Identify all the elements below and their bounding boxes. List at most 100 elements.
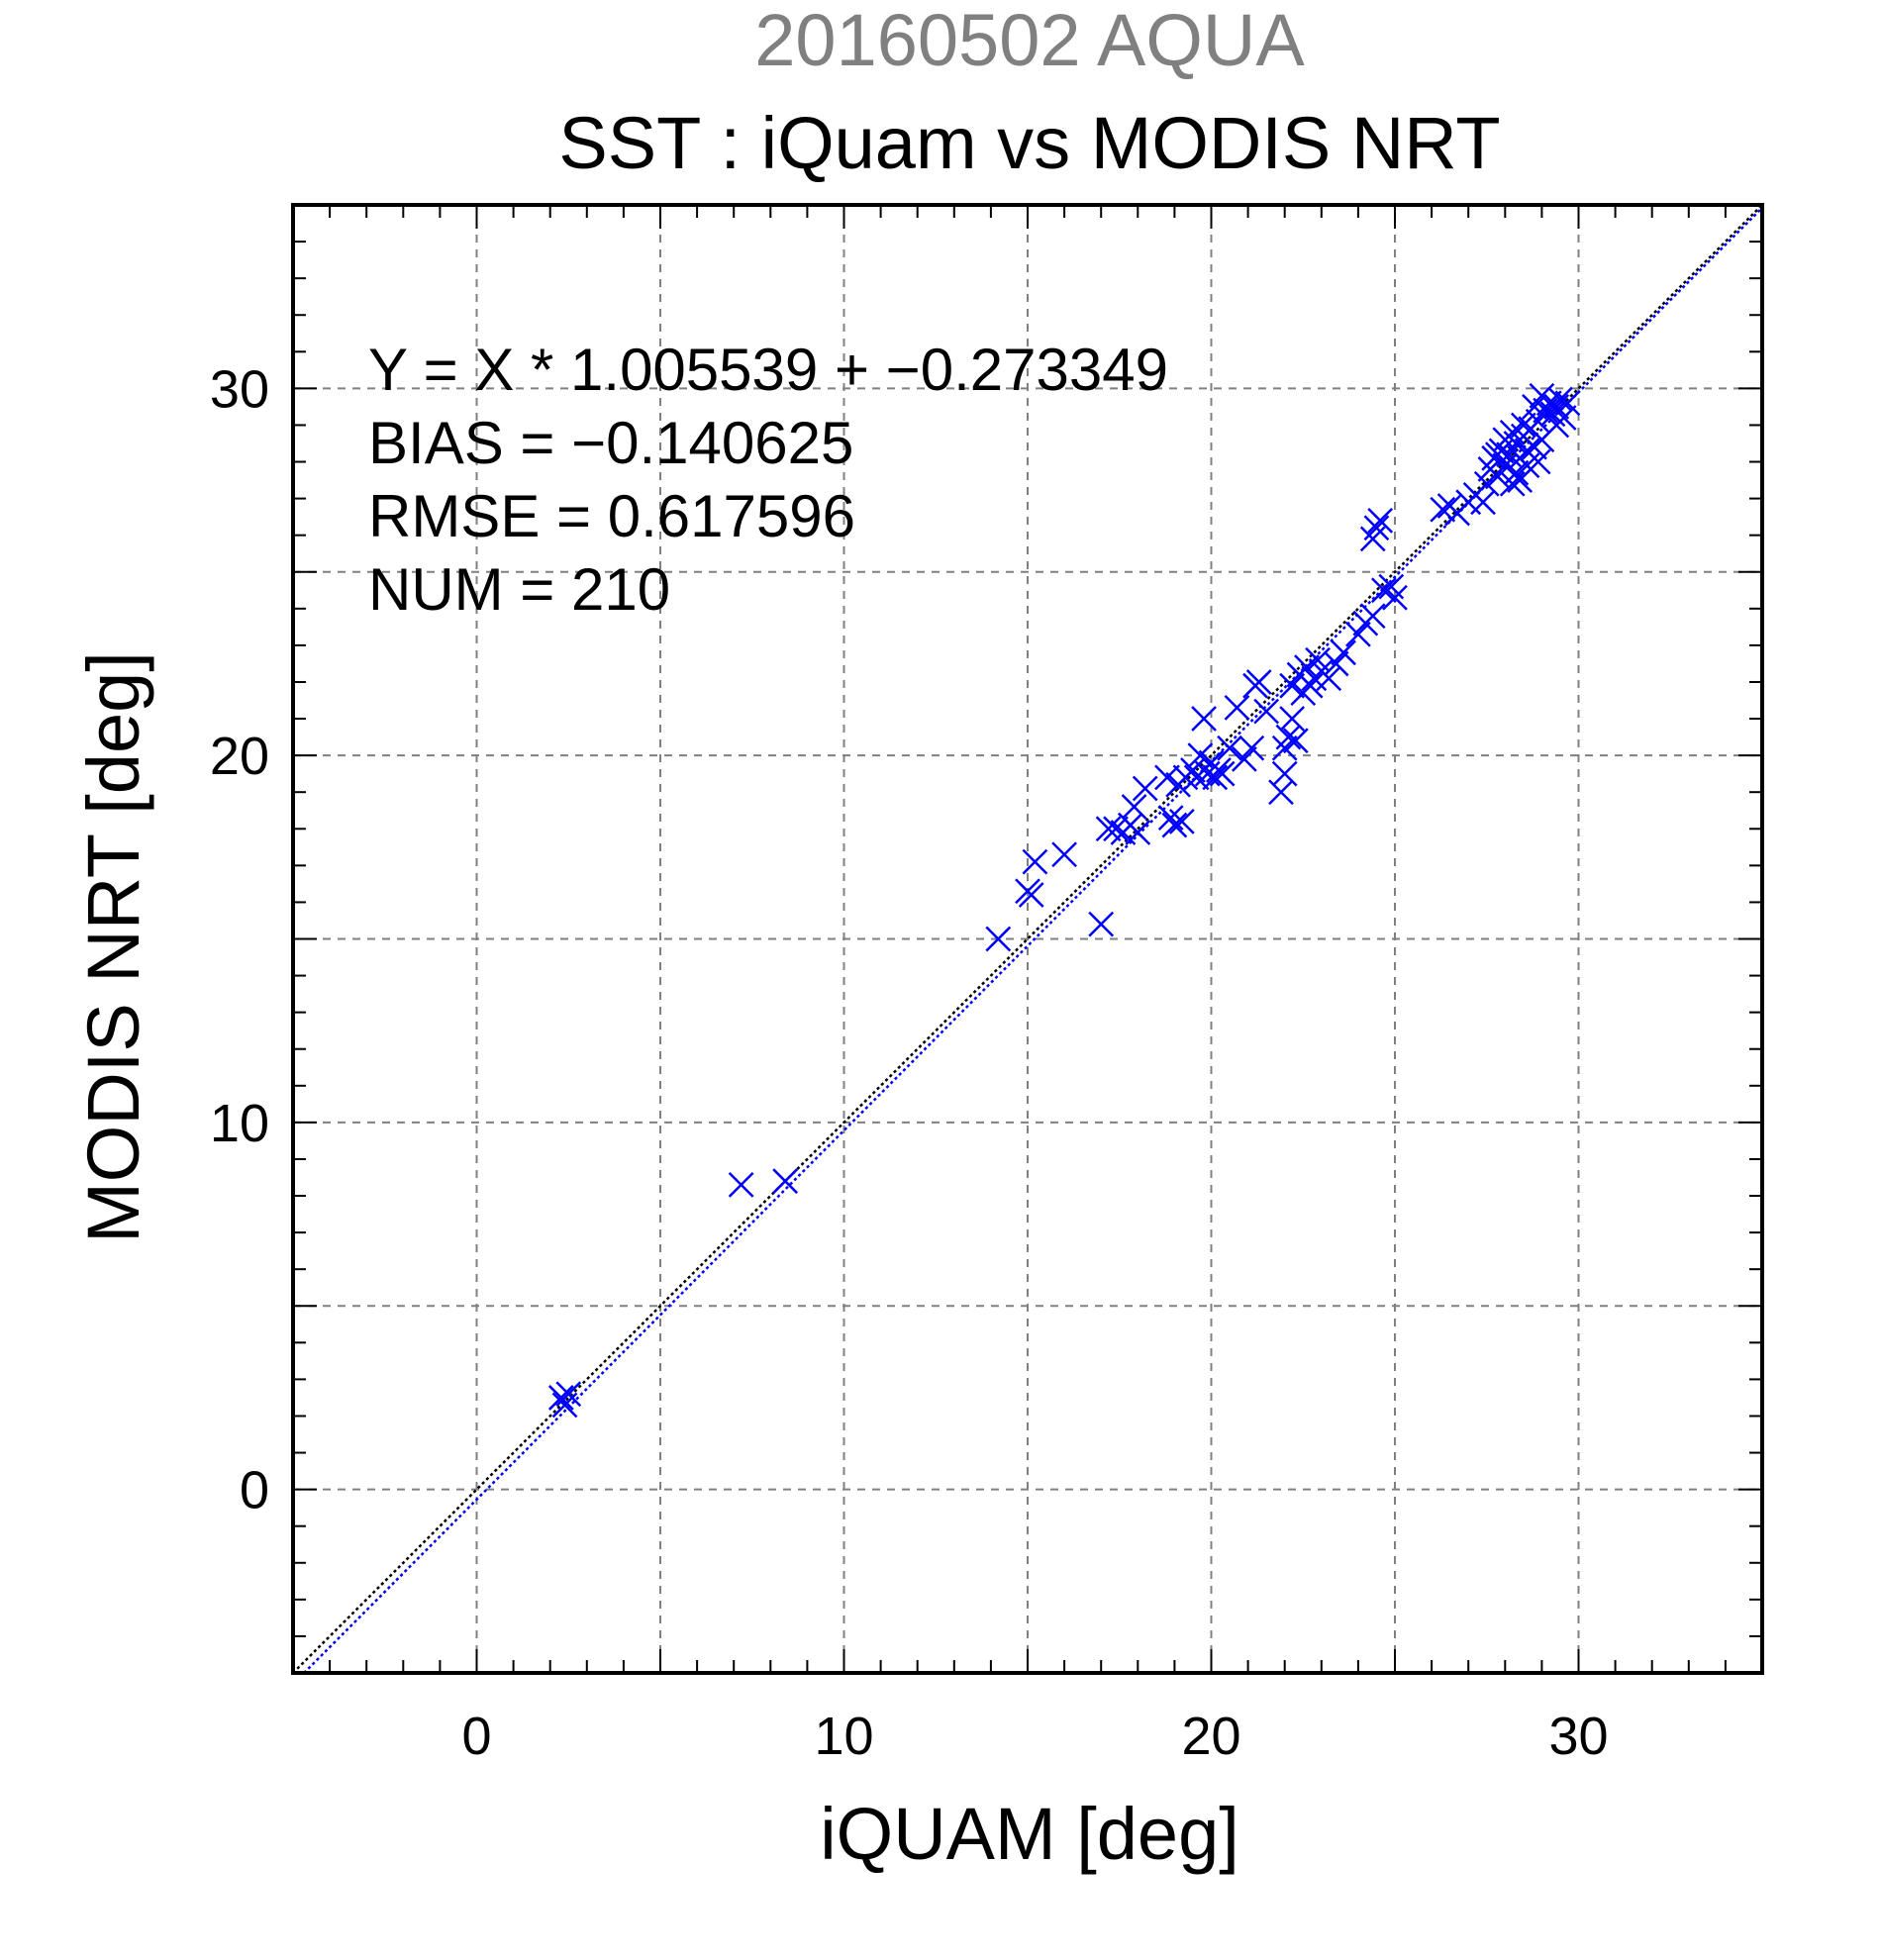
data-point [1022, 848, 1048, 875]
data-point-stroke [1271, 760, 1298, 787]
data-point-stroke [1232, 745, 1257, 772]
data-point-stroke [1363, 515, 1390, 541]
data-point [1470, 489, 1496, 516]
data-point [1180, 757, 1206, 783]
data-point-stroke [1510, 412, 1536, 439]
y-tick-label: 20 [210, 727, 269, 786]
y-tick-label: 0 [240, 1461, 269, 1520]
data-point-stroke [1088, 911, 1115, 937]
data-point-stroke [1503, 459, 1530, 486]
data-point [1018, 882, 1044, 908]
data-point-stroke [1279, 706, 1306, 732]
data-point-stroke [1499, 419, 1526, 445]
data-point-stroke [1507, 467, 1534, 493]
fit-line [303, 207, 1763, 1674]
data-point [1510, 412, 1536, 439]
axis-ticks [292, 204, 1763, 1674]
data-point-stroke [1051, 841, 1077, 868]
stat-num: NUM = 210 [368, 556, 670, 623]
data-point [1088, 911, 1115, 937]
data-point-stroke [772, 1168, 799, 1195]
data-point-stroke [1180, 757, 1206, 783]
chart-title: 20160502 AQUA [754, 0, 1305, 81]
data-point-stroke [1297, 672, 1324, 699]
data-point-stroke [1095, 816, 1122, 842]
data-point-stroke [547, 1385, 574, 1411]
data-point [1253, 698, 1280, 725]
data-point-stroke [1543, 412, 1570, 439]
data-point [1232, 745, 1257, 772]
data-point-stroke [1382, 584, 1408, 611]
data-point [1168, 808, 1195, 834]
data-point-stroke [1484, 441, 1511, 467]
data-point [1125, 820, 1151, 845]
data-point [555, 1381, 582, 1408]
data-point [1282, 728, 1309, 754]
identity-line [292, 204, 1763, 1674]
data-point [1297, 672, 1324, 699]
data-point [1430, 496, 1456, 523]
data-point-stroke [1367, 507, 1394, 534]
data-point-stroke [1279, 672, 1306, 699]
data-point [772, 1168, 799, 1195]
data-point-stroke [1331, 639, 1356, 666]
data-point-stroke [1268, 779, 1294, 806]
data-point-stroke [1496, 441, 1522, 467]
data-point [1499, 419, 1526, 445]
data-point-stroke [555, 1381, 582, 1408]
data-point-stroke [1470, 489, 1496, 516]
y-axis-label: MODIS NRT [deg] [72, 651, 154, 1243]
data-point-stroke [1529, 382, 1555, 409]
reference-lines [292, 204, 1763, 1674]
data-point [985, 926, 1012, 952]
stat-rmse: RMSE = 0.617596 [368, 483, 855, 549]
stat-fit-equation: Y = X * 1.005539 + −0.273349 [368, 337, 1168, 403]
data-point [728, 1172, 754, 1198]
data-point [1279, 672, 1306, 699]
data-point [1363, 515, 1390, 541]
x-tick-label: 20 [1181, 1707, 1240, 1766]
data-point-stroke [1121, 794, 1147, 820]
x-tick-label: 30 [1548, 1707, 1608, 1766]
data-point-stroke [1209, 760, 1236, 787]
data-point-stroke [985, 926, 1012, 952]
data-point [1367, 507, 1394, 534]
stats-box: Y = X * 1.005539 + −0.273349 BIAS = −0.1… [368, 337, 1168, 623]
data-point-stroke [1238, 735, 1265, 761]
data-point-stroke [1554, 390, 1581, 417]
data-point [1529, 382, 1555, 409]
data-points [547, 382, 1581, 1419]
data-point [1279, 706, 1306, 732]
data-point [1316, 665, 1342, 692]
data-point-stroke [1154, 764, 1180, 791]
data-point [1554, 390, 1581, 417]
x-tick-label: 0 [461, 1707, 491, 1766]
data-point [1271, 760, 1298, 787]
data-point-stroke [1253, 698, 1280, 725]
data-point [1191, 706, 1217, 732]
x-axis-label: iQUAM [deg] [820, 1793, 1239, 1875]
data-point-stroke [1275, 724, 1302, 750]
data-point-stroke [1224, 695, 1250, 721]
data-point-stroke [1022, 848, 1048, 875]
tick-labels: 0 10 20 30 0 10 20 30 [210, 359, 1609, 1766]
data-point-stroke [1539, 401, 1566, 428]
data-point-stroke [1282, 728, 1309, 754]
data-point [1103, 816, 1129, 842]
data-point [1331, 639, 1356, 666]
data-point [1154, 764, 1180, 791]
data-point-stroke [1125, 820, 1151, 845]
data-point [1522, 394, 1547, 420]
y-tick-label: 30 [210, 359, 269, 419]
data-point [1161, 812, 1188, 838]
data-point-stroke [1132, 775, 1158, 802]
data-point-stroke [1484, 463, 1511, 490]
data-point [1051, 841, 1077, 868]
data-point-stroke [1168, 808, 1195, 834]
data-point [547, 1385, 574, 1411]
data-point-stroke [1217, 735, 1242, 761]
data-point [1132, 775, 1158, 802]
data-point [1359, 603, 1386, 630]
data-point-stroke [1245, 669, 1272, 695]
